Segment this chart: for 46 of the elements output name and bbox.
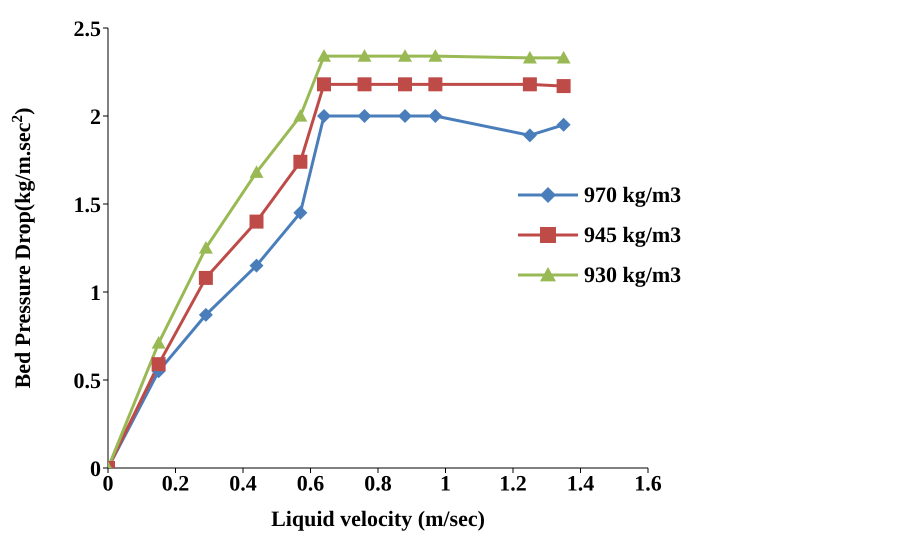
legend-label: 930 kg/m3 bbox=[584, 262, 682, 288]
point bbox=[317, 77, 331, 92]
point bbox=[428, 49, 442, 62]
point bbox=[198, 270, 213, 285]
point bbox=[250, 214, 264, 229]
point bbox=[428, 77, 442, 92]
point bbox=[317, 109, 331, 123]
point bbox=[293, 154, 308, 169]
x-tick-label: 1.4 bbox=[566, 470, 594, 496]
point bbox=[522, 128, 537, 142]
point bbox=[556, 118, 571, 132]
x-tick-label: 1.2 bbox=[499, 470, 527, 496]
x-tick-label: 0.4 bbox=[229, 470, 257, 496]
point bbox=[358, 77, 372, 92]
x-tick-label: 1 bbox=[440, 470, 451, 496]
point bbox=[398, 77, 412, 92]
y-tick-label: 2.5 bbox=[74, 16, 101, 41]
point bbox=[358, 49, 372, 62]
point bbox=[152, 336, 166, 349]
point bbox=[250, 258, 264, 273]
y-tick-label: 1 bbox=[90, 280, 101, 305]
point bbox=[152, 357, 166, 372]
x-tick-label: 0.8 bbox=[364, 470, 392, 496]
x-tick-label: 0.6 bbox=[296, 470, 324, 496]
point bbox=[556, 79, 571, 94]
point bbox=[198, 241, 213, 254]
legend-label: 970 kg/m3 bbox=[584, 182, 682, 208]
y-tick-label: 1.5 bbox=[74, 192, 101, 217]
x-axis-title: Liquid velocity (m/sec) bbox=[271, 506, 485, 531]
point bbox=[198, 308, 213, 322]
x-tick-label: 0.2 bbox=[162, 470, 190, 496]
point bbox=[556, 50, 571, 64]
y-tick-label: 2 bbox=[90, 104, 101, 129]
point bbox=[358, 109, 372, 123]
point bbox=[398, 49, 412, 62]
point bbox=[250, 165, 264, 178]
point bbox=[317, 49, 331, 62]
point bbox=[293, 206, 308, 220]
point bbox=[293, 109, 308, 122]
point bbox=[522, 50, 537, 64]
y-tick-label: 0.5 bbox=[74, 368, 101, 393]
x-tick-label: 1.6 bbox=[634, 470, 662, 496]
point bbox=[428, 109, 442, 123]
legend-label: 945 kg/m3 bbox=[584, 222, 682, 248]
point bbox=[398, 109, 412, 123]
point bbox=[522, 77, 537, 92]
